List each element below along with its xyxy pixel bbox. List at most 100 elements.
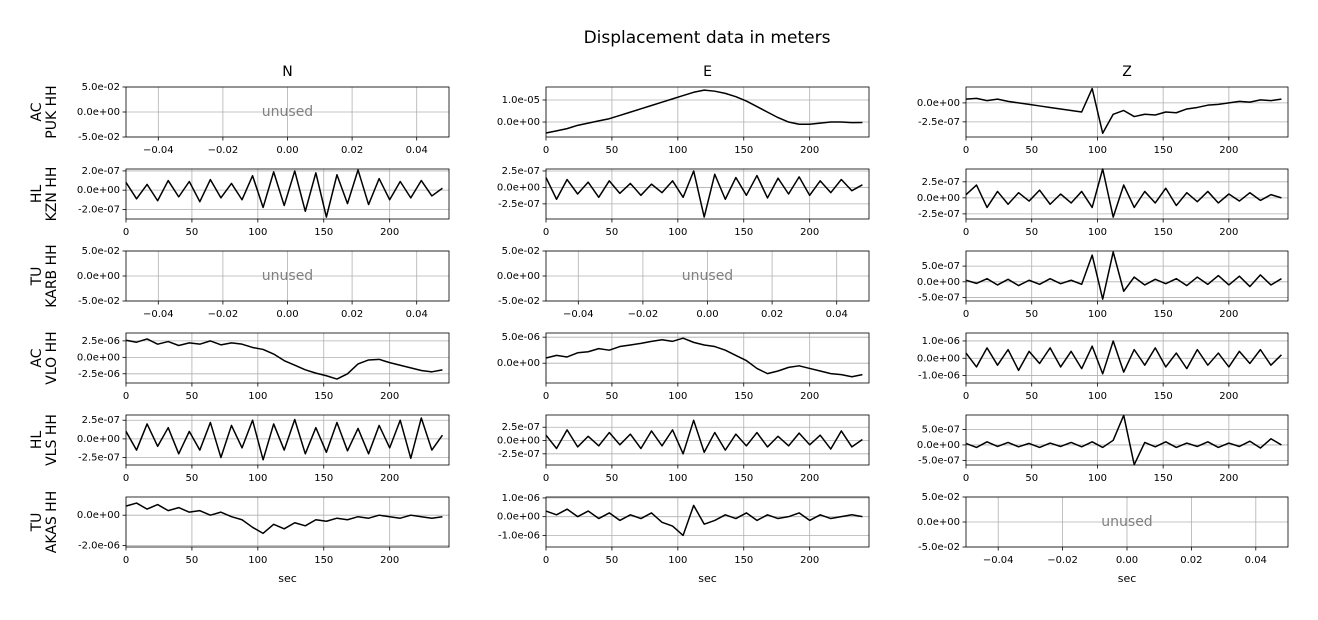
- axes-frame: [545, 250, 870, 302]
- x-tick-label: 100: [1088, 227, 1107, 238]
- x-tick-label: −0.02: [208, 145, 239, 156]
- x-tick-label: 50: [186, 227, 199, 238]
- x-tick-label: 0.02: [761, 309, 783, 320]
- column-title: N: [282, 64, 292, 80]
- x-tick-label: 200: [1219, 391, 1238, 402]
- y-tick-label: 0.0e+00: [77, 271, 120, 282]
- y-tick-label: 1.0e-05: [502, 95, 540, 106]
- y-tick-label: 2.5e-06: [82, 336, 120, 347]
- axes-frame: [545, 168, 870, 220]
- y-tick-label: 2.5e-07: [502, 166, 540, 177]
- y-tick-label: 0.0e+00: [497, 436, 540, 447]
- x-tick-label: −0.02: [628, 309, 659, 320]
- column-title: Z: [1122, 64, 1132, 80]
- x-tick-label: 150: [1154, 473, 1173, 484]
- y-tick-label: 5.0e-02: [922, 492, 960, 503]
- axes-frame: [965, 414, 1289, 466]
- y-tick-label: 0.0e+00: [917, 353, 960, 364]
- y-tick-label: 5.0e-02: [82, 246, 120, 257]
- axes-frame: [965, 496, 1289, 548]
- x-tick-label: 100: [668, 555, 687, 566]
- x-tick-label: 150: [1154, 227, 1173, 238]
- y-tick-label: 0.0e+00: [77, 352, 120, 363]
- axes-frame: [965, 168, 1289, 220]
- y-tick-label: 0.0e+00: [77, 185, 120, 196]
- axes-frame: [125, 496, 450, 548]
- x-tick-label: 0: [963, 473, 969, 484]
- x-tick-label: 50: [606, 227, 619, 238]
- y-axis-label: VLS HH: [44, 414, 60, 466]
- trace: [965, 414, 1282, 466]
- x-tick-label: 200: [1219, 145, 1238, 156]
- x-tick-label: 0.04: [826, 309, 848, 320]
- y-tick-label: 5.0e-07: [922, 261, 960, 272]
- x-tick-label: 150: [1154, 145, 1173, 156]
- x-tick-label: 0: [963, 227, 969, 238]
- axes-frame: [125, 250, 450, 302]
- y-tick-label: 5.0e-02: [82, 82, 120, 93]
- x-tick-label: 100: [1088, 391, 1107, 402]
- axes-frame: [125, 86, 450, 138]
- y-tick-label: 0.0e+00: [77, 434, 120, 445]
- x-tick-label: 0.04: [1245, 555, 1267, 566]
- y-axis-label: TU: [29, 267, 45, 287]
- x-tick-label: 200: [800, 391, 819, 402]
- x-tick-label: 0: [543, 145, 549, 156]
- y-tick-label: 0.0e+00: [497, 512, 540, 523]
- x-tick-label: 0.00: [276, 145, 298, 156]
- x-tick-label: 200: [1219, 227, 1238, 238]
- y-axis-label: AC: [29, 102, 45, 121]
- x-tick-label: 150: [734, 555, 753, 566]
- x-tick-label: 150: [314, 555, 333, 566]
- x-tick-label: 200: [800, 227, 819, 238]
- y-tick-label: 1.0e-06: [922, 336, 960, 347]
- y-tick-label: -5.0e-02: [78, 296, 120, 307]
- x-axis-label: sec: [1118, 572, 1137, 585]
- trace: [965, 251, 1282, 300]
- x-tick-label: 0: [543, 227, 549, 238]
- y-tick-label: -1.0e-06: [918, 371, 960, 382]
- x-tick-label: 0.00: [276, 309, 298, 320]
- x-tick-label: 200: [380, 473, 399, 484]
- trace: [125, 169, 443, 218]
- y-tick-label: -5.0e-02: [78, 132, 120, 143]
- y-tick-label: 5.0e-02: [502, 246, 540, 257]
- x-tick-label: 100: [248, 555, 267, 566]
- axes-frame: [125, 168, 450, 220]
- x-axis-label: sec: [698, 572, 717, 585]
- y-axis-label: VLO HH: [44, 331, 60, 384]
- annotation: unused: [262, 268, 313, 284]
- axes-frame: [965, 86, 1289, 138]
- column-title: E: [703, 64, 712, 80]
- y-tick-label: -2.5e-07: [498, 449, 540, 460]
- x-tick-label: 150: [314, 391, 333, 402]
- x-tick-label: 200: [380, 391, 399, 402]
- x-tick-label: −0.04: [143, 309, 174, 320]
- axes-frame: [545, 332, 870, 384]
- x-tick-label: 50: [186, 391, 199, 402]
- x-tick-label: 50: [1025, 227, 1038, 238]
- x-tick-label: 150: [734, 227, 753, 238]
- x-tick-label: 150: [734, 391, 753, 402]
- y-tick-label: -2.0e-07: [78, 204, 120, 215]
- x-tick-label: 0.02: [341, 145, 363, 156]
- x-tick-label: −0.02: [208, 309, 239, 320]
- y-tick-label: 0.0e+00: [917, 98, 960, 109]
- y-axis-label: TU: [29, 513, 45, 533]
- x-tick-label: 150: [314, 473, 333, 484]
- y-tick-label: -5.0e-02: [918, 542, 960, 553]
- axes-frame: [125, 414, 450, 466]
- x-tick-label: 0: [543, 473, 549, 484]
- y-tick-label: 0.0e+00: [77, 510, 120, 521]
- trace: [965, 340, 1282, 375]
- y-tick-label: 5.0e-07: [922, 425, 960, 436]
- x-tick-label: 50: [606, 391, 619, 402]
- x-tick-label: 100: [248, 227, 267, 238]
- x-tick-label: 100: [1088, 473, 1107, 484]
- x-tick-label: 50: [1025, 391, 1038, 402]
- y-tick-label: -2.5e-07: [498, 199, 540, 210]
- x-tick-label: 100: [1088, 309, 1107, 320]
- y-tick-label: 2.5e-07: [922, 177, 960, 188]
- x-tick-label: 0: [963, 391, 969, 402]
- x-tick-label: 50: [1025, 145, 1038, 156]
